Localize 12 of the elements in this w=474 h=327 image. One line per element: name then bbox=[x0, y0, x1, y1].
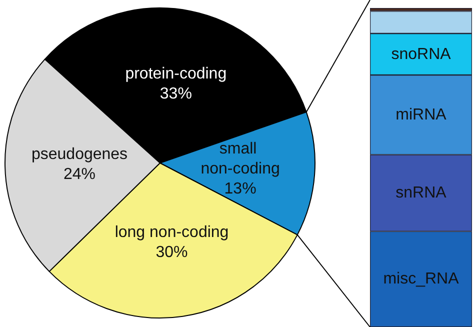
series-label: miRNA bbox=[396, 106, 447, 124]
data-label: 24% bbox=[64, 166, 96, 184]
slice-label: protein-coding bbox=[125, 66, 227, 83]
series-label: snRNA bbox=[396, 184, 447, 202]
series-label: snoRNA bbox=[391, 46, 452, 63]
data-label: 13% bbox=[224, 180, 256, 198]
slice-label: pseudogenes bbox=[31, 146, 128, 164]
data-label: 30% bbox=[156, 244, 188, 262]
slice-label: small non-coding bbox=[200, 140, 280, 178]
data-label: 33% bbox=[160, 86, 192, 103]
slice-label: long non-coding bbox=[114, 224, 229, 242]
series-label: misc_RNA bbox=[383, 270, 460, 288]
